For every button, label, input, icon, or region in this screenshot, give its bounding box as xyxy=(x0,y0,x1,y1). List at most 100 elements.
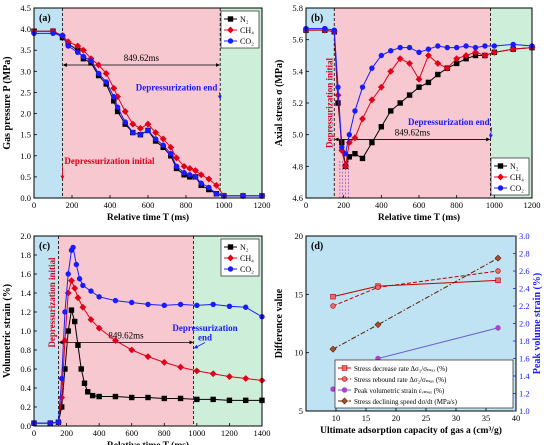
data-point xyxy=(110,84,118,92)
legend-marker xyxy=(341,387,348,393)
data-point xyxy=(416,49,422,56)
legend-box xyxy=(334,359,514,409)
legend-label: CH₄ xyxy=(240,26,254,35)
data-point xyxy=(102,70,110,77)
legend-marker xyxy=(497,163,504,169)
interval-label: 849.62ms xyxy=(108,330,144,340)
legend-marker xyxy=(227,16,234,22)
data-point xyxy=(76,276,83,282)
data-point xyxy=(144,353,152,361)
legend: N₂ CH₄ CO₂ xyxy=(220,10,260,49)
data-point xyxy=(369,65,375,71)
data-point xyxy=(177,363,184,371)
y2-tick-label: 2.0 xyxy=(519,319,530,329)
x-tick-label: 20 xyxy=(392,413,401,423)
data-point xyxy=(351,134,359,142)
data-point xyxy=(128,346,136,354)
x-tick-label: 0 xyxy=(32,200,36,210)
data-point xyxy=(65,271,71,277)
data-point xyxy=(378,124,385,130)
y-tick-label: 1.8 xyxy=(20,250,31,260)
data-point xyxy=(396,55,404,63)
panel-c: 849.62ms 0 200 400 600 800 1000 1200 1400 0.0 0.2 0… xyxy=(2,231,271,445)
data-point xyxy=(75,342,81,348)
data-point xyxy=(95,70,102,77)
data-point xyxy=(226,303,233,309)
data-point xyxy=(435,43,441,49)
data-point xyxy=(130,129,136,136)
data-point xyxy=(416,84,422,90)
data-point xyxy=(112,337,119,344)
x-tick-label: 0 xyxy=(32,428,36,438)
annotation: end xyxy=(198,333,212,343)
annotation: Depressurization initial xyxy=(47,257,57,348)
data-point xyxy=(213,191,220,197)
data-point xyxy=(491,43,498,49)
data-point xyxy=(80,282,86,289)
x-tick-label: 40 xyxy=(512,413,521,423)
y-tick-label: 0.6 xyxy=(20,364,31,374)
data-point xyxy=(145,394,151,401)
data-point xyxy=(463,43,469,49)
data-point xyxy=(352,108,358,114)
legend-marker xyxy=(341,397,348,405)
legend-label: Stress declining speed dσ/dt (MPa/s) xyxy=(354,398,458,406)
data-point xyxy=(73,261,80,268)
phase-region xyxy=(334,8,491,198)
data-point xyxy=(226,373,233,381)
data-point xyxy=(406,92,413,98)
data-point xyxy=(152,129,160,136)
data-point xyxy=(359,84,366,90)
y-tick-label: 10 xyxy=(295,348,304,358)
data-point xyxy=(152,136,159,142)
y-tick-label: 0.4 xyxy=(20,383,31,393)
data-point xyxy=(114,104,121,110)
data-point xyxy=(495,277,501,284)
data-point xyxy=(168,150,174,157)
data-point xyxy=(226,397,233,404)
y-axis-label: Volumetric strain (%) xyxy=(2,284,13,378)
data-point xyxy=(79,46,87,54)
y-tick-label: 4.6 xyxy=(292,193,303,203)
y2-axis-label: Peak volume strain (%) xyxy=(532,273,543,374)
data-point xyxy=(472,48,479,56)
x-tick-label: 400 xyxy=(104,200,117,210)
phase-region xyxy=(306,8,335,198)
data-point xyxy=(359,155,366,162)
panel-a: 849.62ms 0 200 400 600 800 1000 1200 0.0 0.5 1.0 1.… xyxy=(2,3,271,223)
legend-label: CO₂ xyxy=(510,184,524,193)
data-point xyxy=(59,32,66,39)
data-point xyxy=(424,52,432,59)
x-tick-label: 25 xyxy=(422,413,431,423)
data-point xyxy=(88,58,94,64)
data-point xyxy=(415,75,423,83)
x-tick-label: 200 xyxy=(60,428,73,438)
data-point xyxy=(206,184,212,191)
data-point xyxy=(88,288,94,294)
data-point xyxy=(47,420,53,426)
data-point xyxy=(136,124,144,132)
data-point xyxy=(137,131,144,138)
data-point xyxy=(55,419,62,425)
y-tick-label: 15 xyxy=(295,289,304,299)
data-point xyxy=(160,358,168,366)
legend-marker xyxy=(341,376,348,382)
data-point xyxy=(453,55,461,63)
y-tick-label: 1.0 xyxy=(20,151,31,161)
data-point xyxy=(74,42,82,50)
x-tick-label: 30 xyxy=(452,413,461,423)
legend-label: CH₄ xyxy=(510,173,524,182)
y-tick-label: 2.0 xyxy=(20,231,31,241)
annotation: Depressurization initial xyxy=(64,156,155,166)
y-tick-label: 3.5 xyxy=(20,45,31,55)
y-tick-label: 0.2 xyxy=(20,402,31,412)
data-point xyxy=(388,108,394,114)
data-point xyxy=(177,395,184,402)
legend: N₂ CH₄ CO₂ xyxy=(220,238,260,277)
legend-marker xyxy=(227,38,234,44)
data-point xyxy=(375,284,381,291)
y-tick-label: 5.4 xyxy=(292,66,303,76)
data-point xyxy=(243,304,249,310)
data-point xyxy=(71,284,79,292)
phase-region xyxy=(58,236,194,426)
